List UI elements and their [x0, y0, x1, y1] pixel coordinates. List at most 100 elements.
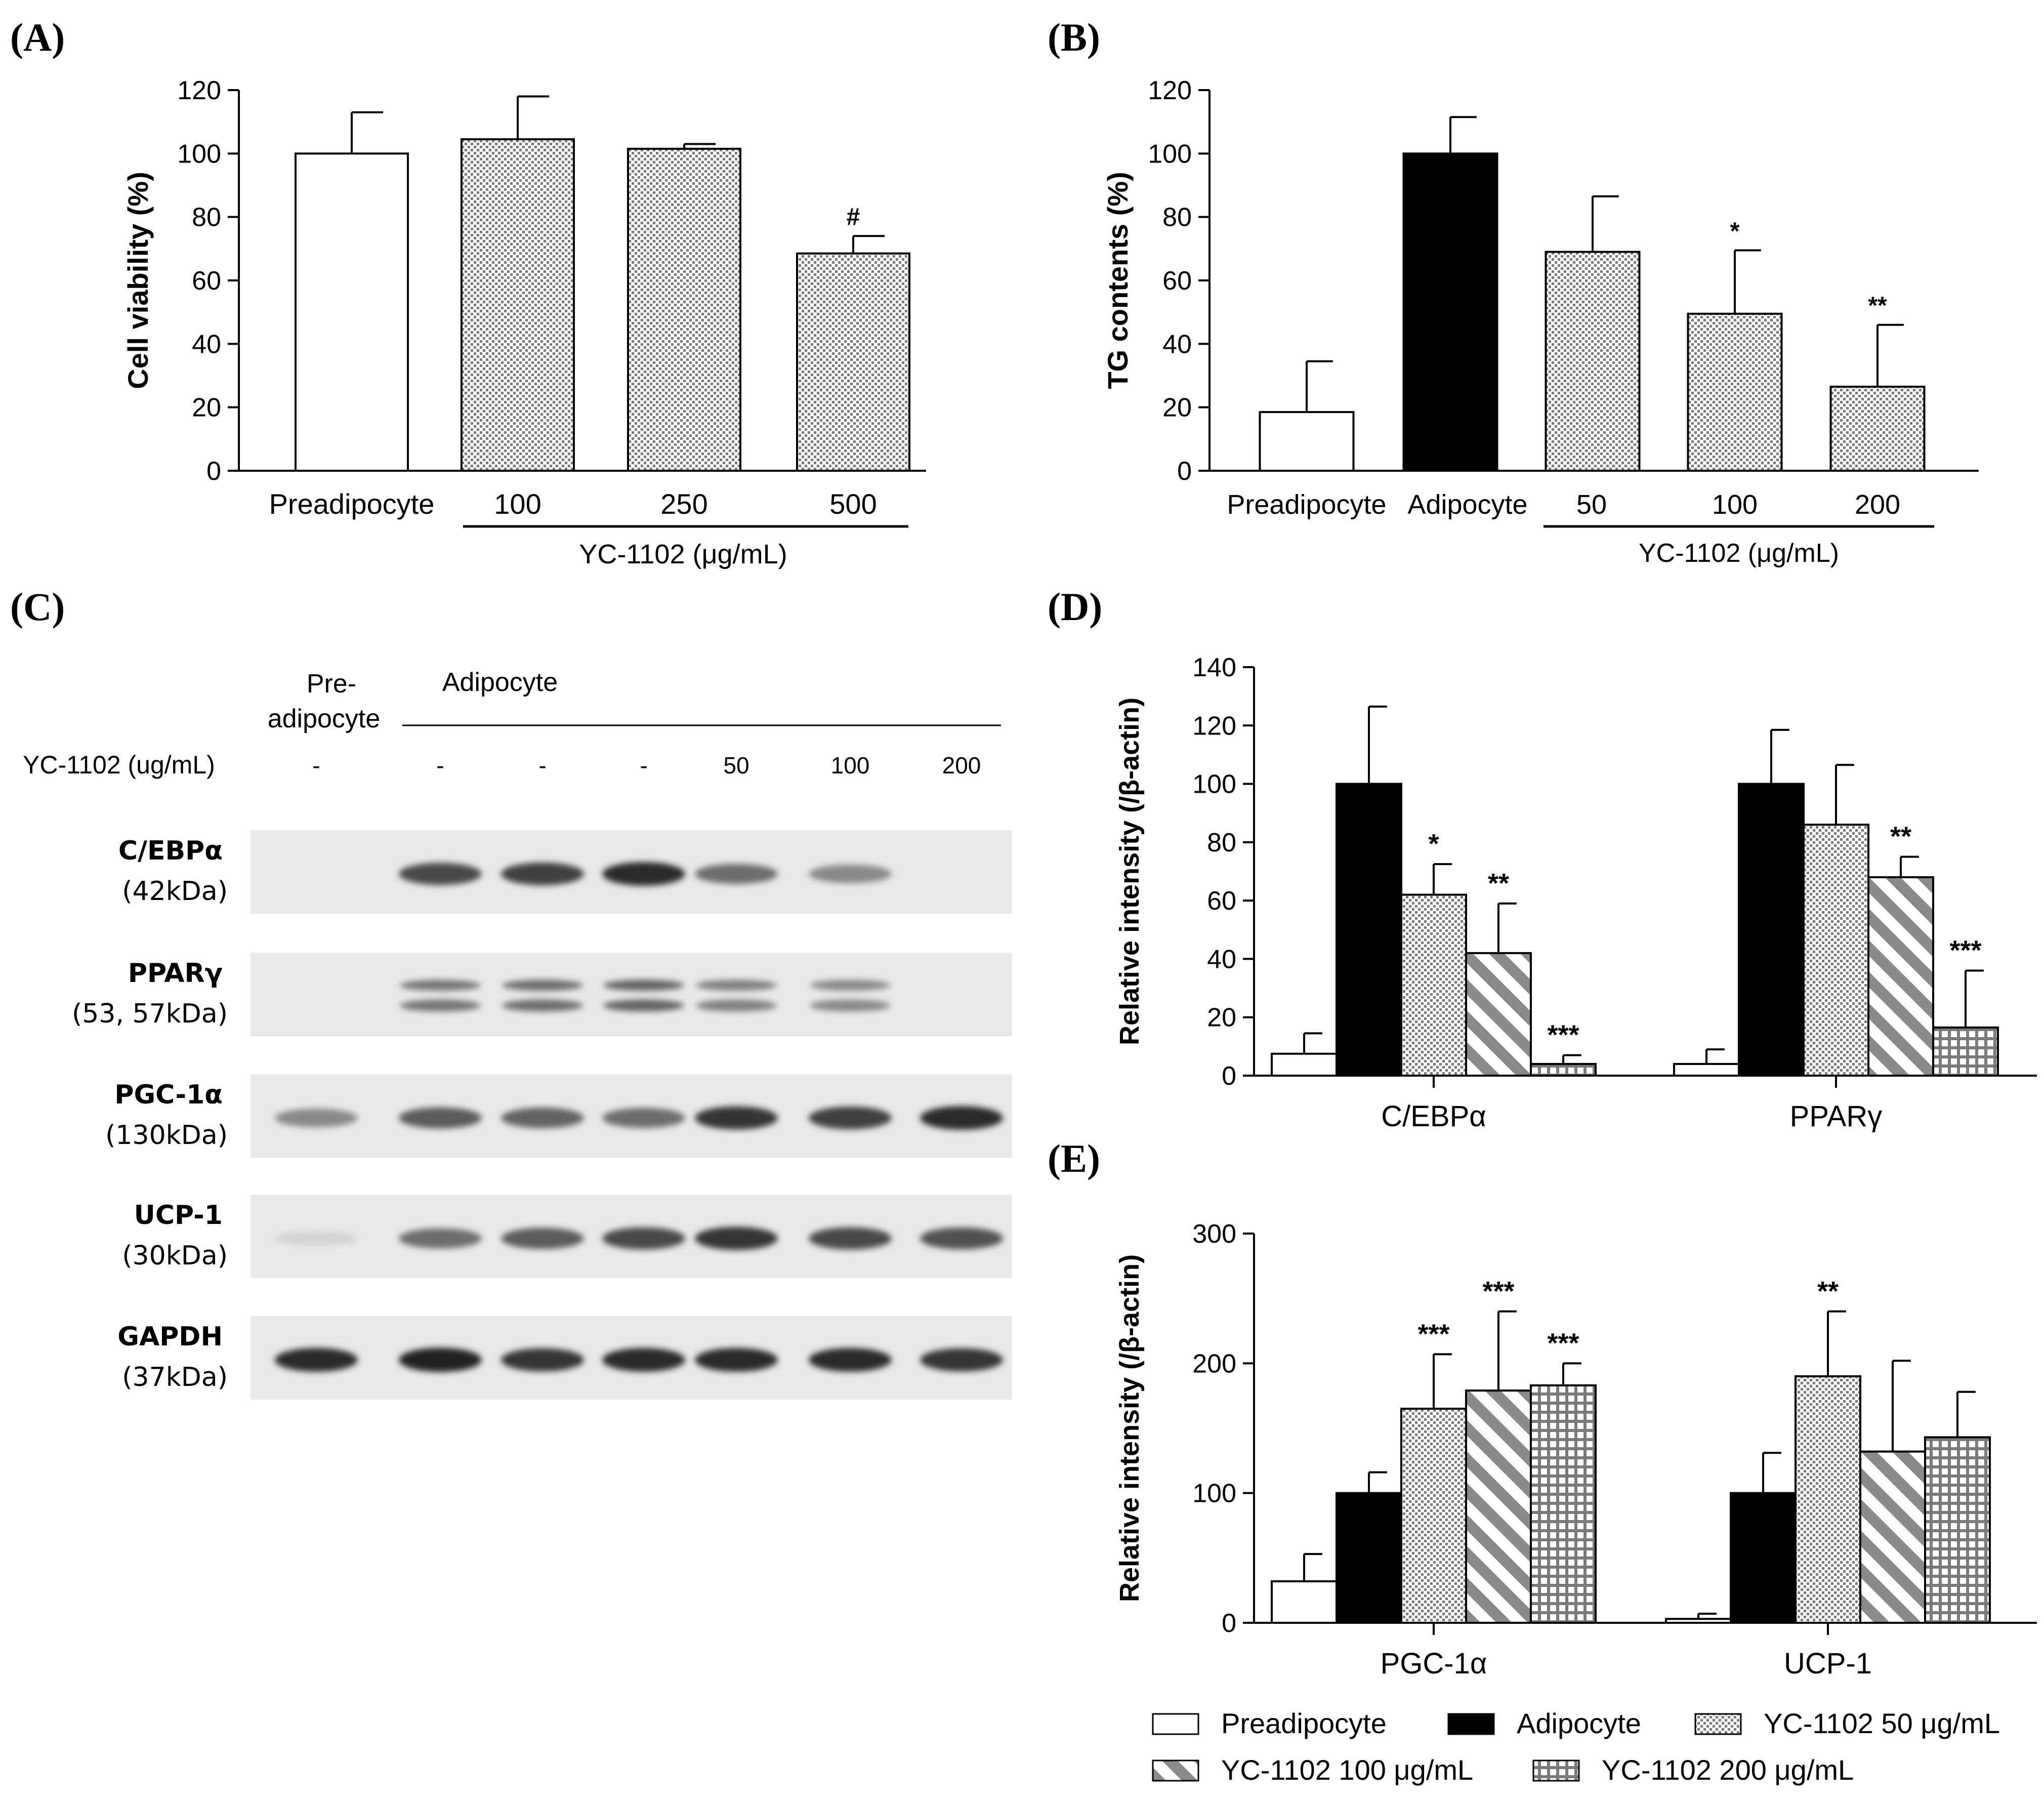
- significance-label: ***: [1547, 1328, 1579, 1358]
- legend-swatch-yc-1102-200-g-ml: [1532, 1759, 1580, 1782]
- x-tick-label: 50: [1576, 489, 1607, 520]
- blot-dose-label: 100: [831, 752, 870, 779]
- blot-protein-kda: (130kDa): [105, 1120, 228, 1151]
- bar: [1336, 1492, 1402, 1624]
- bar: [1530, 1384, 1597, 1624]
- blot-band: [275, 1348, 358, 1372]
- x-tick-label: 100: [494, 488, 541, 520]
- legend-label-preadipocyte: Preadipocyte: [1221, 1707, 1387, 1739]
- blot-band: [399, 863, 482, 885]
- blot-band: [809, 1348, 892, 1372]
- y-tick-label: 60: [192, 266, 221, 296]
- legend-swatch-yc-1102-100-g-ml: [1152, 1759, 1199, 1782]
- y-axis-label: TG contents (%): [1102, 172, 1134, 389]
- legend-swatch-yc-1102-50-g-ml: [1694, 1713, 1742, 1735]
- y-tick-label: 120: [177, 76, 221, 105]
- significance-label: ***: [1547, 1020, 1579, 1050]
- bar: [1530, 1062, 1597, 1077]
- x-tick-label: 250: [660, 488, 707, 520]
- blot-band-lower: [502, 999, 583, 1012]
- blot-row-ppar: PPARγ (53, 57kDa): [72, 953, 1012, 1036]
- blot-band: [501, 1108, 584, 1128]
- y-tick-label: 80: [1162, 203, 1192, 232]
- blot-dose-label: -: [640, 752, 647, 779]
- blot-band: [695, 1106, 778, 1130]
- bar: [1665, 1618, 1732, 1624]
- group-label: YC-1102 (μg/mL): [1639, 539, 1839, 568]
- blot-protein-kda: (53, 57kDa): [72, 999, 228, 1029]
- blot-protein-kda: (42kDa): [122, 876, 228, 907]
- y-tick-label: 40: [1162, 330, 1192, 359]
- y-tick-label: 20: [1207, 1003, 1236, 1033]
- blot-band: [809, 1107, 892, 1129]
- blot-strip: [251, 953, 1012, 1036]
- blot-band: [399, 1228, 482, 1249]
- bar: [1336, 783, 1402, 1077]
- legend-label-yc-1102-50-g-ml: YC-1102 50 μg/mL: [1764, 1707, 2000, 1739]
- blot-band-upper: [810, 979, 891, 991]
- bar: [1465, 1389, 1532, 1624]
- significance-label: #: [847, 203, 860, 230]
- blot-header-adipocyte: Adipocyte: [442, 668, 558, 697]
- chart-d-relative-intensity: 0 20 40 60 80 100 120 140 Relative intensity (/β…: [1114, 653, 2037, 1133]
- blot-band: [920, 1106, 1003, 1130]
- blot-row-gapdh: GAPDH (37kDa): [117, 1316, 1012, 1400]
- y-tick-label: 100: [1192, 770, 1236, 799]
- blot-band: [501, 863, 584, 885]
- group-label: YC-1102 (μg/mL): [579, 539, 787, 569]
- bar: [1932, 1026, 1999, 1077]
- blot-band: [501, 1227, 584, 1249]
- x-tick-label: Adipocyte: [1407, 489, 1527, 520]
- y-tick-label: 200: [1192, 1349, 1236, 1378]
- blot-band-lower: [810, 999, 891, 1012]
- blot-dose-label: -: [538, 752, 546, 779]
- blot-dose-label: -: [436, 752, 444, 779]
- bar: [1400, 1408, 1467, 1624]
- bar: [1795, 1375, 1861, 1624]
- blot-band-lower: [603, 999, 684, 1012]
- bar: [1259, 411, 1355, 472]
- y-axis-label: Relative intensity (/β-actin): [1114, 698, 1145, 1045]
- blot-protein-kda: (30kDa): [122, 1241, 228, 1271]
- blot-band: [809, 865, 892, 883]
- western-blot-panel: Pre- adipocyte Adipocyte YC-1102 (ug/mL)…: [23, 668, 1012, 1400]
- bar: [1738, 783, 1805, 1077]
- blot-band: [275, 1231, 358, 1246]
- bar: [627, 147, 741, 472]
- blot-band-upper: [603, 979, 684, 991]
- bar: [1687, 312, 1783, 472]
- bar: [1271, 1580, 1338, 1624]
- significance-label: **: [1868, 293, 1887, 319]
- blot-band: [399, 1107, 482, 1129]
- bar: [1859, 1450, 1926, 1624]
- panel-label-c: (C): [10, 585, 65, 629]
- blot-dose-label: -: [312, 752, 320, 779]
- significance-label: *: [1428, 829, 1439, 859]
- y-tick-label: 40: [1207, 945, 1236, 974]
- y-tick-label: 0: [206, 457, 221, 486]
- y-tick-label: 140: [1192, 653, 1236, 682]
- panel-label-b: (B): [1048, 15, 1100, 59]
- blot-band: [602, 1108, 685, 1128]
- blot-rows: C/EBPα (42kDa) PPARγ (53, 57kDa) PGC-1α (130k…: [72, 830, 1012, 1400]
- blot-band-lower: [400, 999, 481, 1012]
- bar: [1673, 1062, 1740, 1077]
- y-tick-label: 60: [1162, 266, 1192, 296]
- blot-protein-name: UCP-1: [134, 1200, 223, 1231]
- blot-header-pre: Pre-: [307, 669, 356, 699]
- blot-band-lower: [696, 999, 777, 1012]
- significance-label: **: [1890, 822, 1911, 852]
- x-tick-label: 200: [1855, 489, 1900, 520]
- significance-label: **: [1488, 868, 1509, 898]
- y-tick-label: 60: [1207, 886, 1236, 916]
- blot-protein-name: PPARγ: [128, 958, 223, 989]
- bar: [796, 252, 910, 472]
- y-tick-label: 100: [1148, 139, 1192, 169]
- chart-e-relative-intensity: 0 100 200 300 Relative intensity (/β-actin) *…: [1114, 1219, 2037, 1680]
- x-tick-label: PGC-1α: [1381, 1647, 1487, 1680]
- bar: [1829, 385, 1926, 472]
- y-tick-label: 120: [1148, 76, 1192, 105]
- blot-band: [602, 1348, 685, 1372]
- blot-band: [602, 862, 685, 886]
